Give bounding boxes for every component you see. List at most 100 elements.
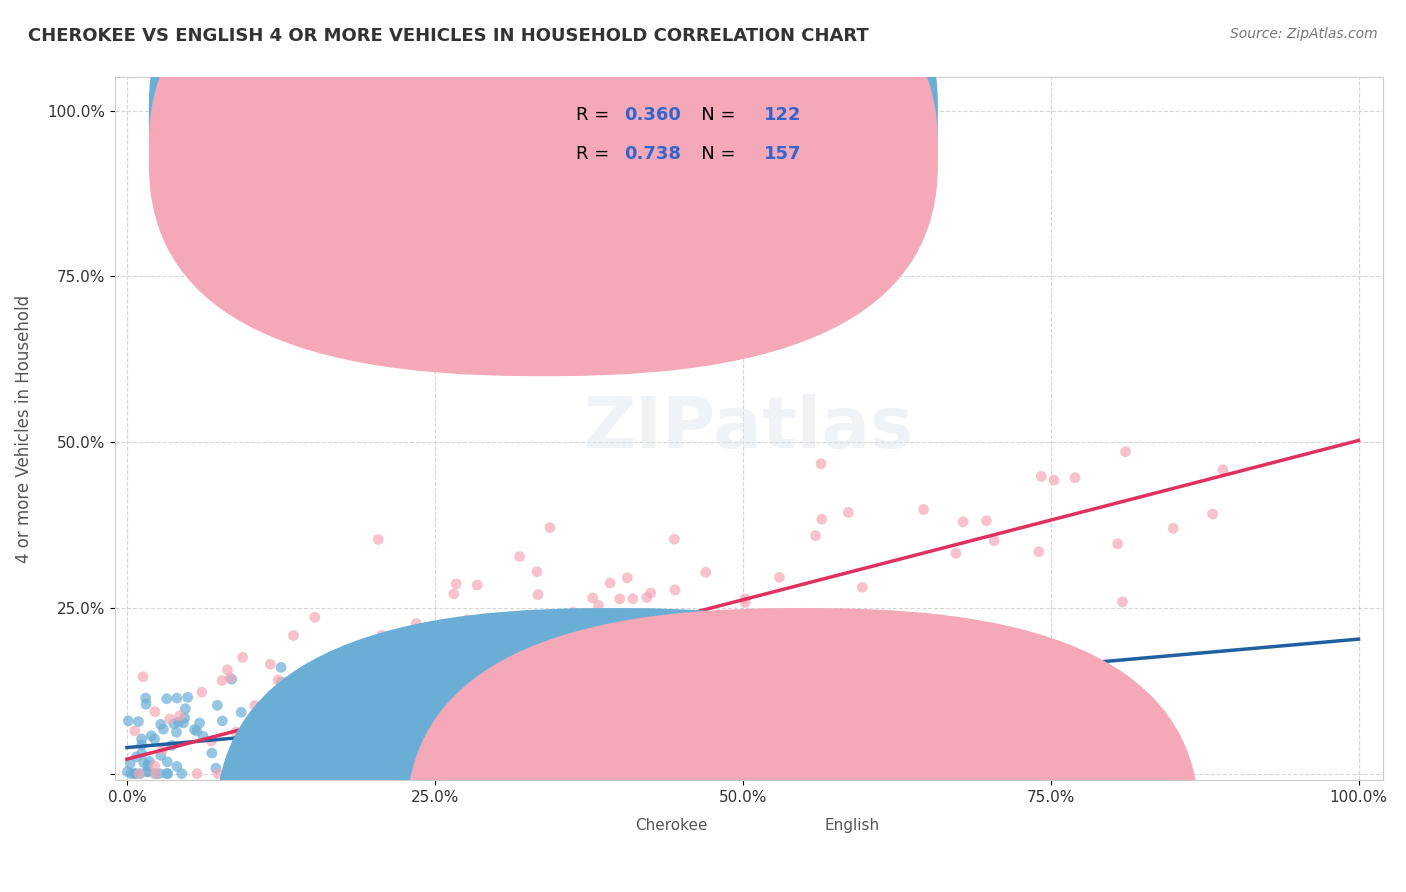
FancyBboxPatch shape: [502, 81, 869, 186]
Point: [494, 708, 516, 723]
Point: [434, 757, 457, 772]
Point: [443, 720, 465, 734]
Point: [675, 631, 697, 645]
Point: [695, 566, 717, 580]
Point: [509, 549, 531, 564]
Point: [664, 582, 686, 597]
Point: [738, 696, 761, 710]
Point: [564, 643, 586, 657]
Point: [367, 740, 389, 755]
Point: [356, 659, 378, 673]
Point: [589, 629, 612, 643]
Point: [191, 685, 214, 699]
Point: [751, 622, 773, 636]
Point: [1028, 545, 1050, 559]
Point: [561, 717, 583, 731]
Point: [475, 678, 498, 692]
Point: [465, 578, 488, 592]
Point: [235, 766, 257, 780]
Point: [301, 756, 323, 771]
Point: [456, 613, 478, 627]
Point: [273, 766, 295, 780]
Point: [464, 682, 486, 697]
Point: [399, 694, 422, 708]
Point: [429, 751, 451, 765]
Point: [553, 681, 575, 696]
Point: [457, 639, 479, 653]
Point: [172, 715, 194, 730]
Point: [125, 749, 148, 764]
Point: [271, 748, 294, 763]
Point: [520, 615, 543, 630]
Point: [228, 753, 250, 767]
Point: [186, 724, 208, 739]
Point: [120, 756, 142, 771]
Point: [124, 766, 146, 780]
Point: [370, 709, 392, 723]
Point: [406, 700, 429, 714]
Point: [505, 671, 527, 685]
Text: 157: 157: [763, 145, 801, 162]
Point: [166, 759, 188, 773]
Text: ZIPatlas: ZIPatlas: [583, 394, 914, 463]
Point: [440, 682, 463, 697]
Point: [621, 591, 644, 606]
Point: [308, 733, 330, 747]
Point: [243, 698, 266, 713]
Point: [308, 766, 330, 780]
Point: [1111, 595, 1133, 609]
Point: [582, 657, 605, 671]
Point: [193, 729, 215, 743]
Point: [337, 739, 360, 753]
Text: 122: 122: [763, 106, 801, 124]
Point: [315, 721, 337, 735]
Point: [527, 588, 550, 602]
Point: [159, 712, 181, 726]
Point: [463, 673, 485, 688]
Point: [326, 753, 349, 767]
Point: [343, 701, 366, 715]
Point: [531, 717, 554, 731]
Point: [207, 698, 229, 713]
Point: [143, 732, 166, 747]
Point: [398, 696, 420, 710]
Point: [342, 731, 364, 746]
Point: [561, 660, 583, 674]
Point: [314, 766, 336, 780]
Point: [323, 751, 346, 765]
Point: [339, 679, 361, 693]
Point: [357, 679, 380, 693]
Point: [800, 695, 823, 709]
Point: [952, 515, 974, 529]
Point: [357, 681, 380, 696]
Point: [588, 599, 610, 613]
Point: [141, 729, 163, 743]
Point: [482, 711, 505, 725]
Point: [291, 706, 314, 720]
Point: [307, 678, 329, 692]
Point: [451, 694, 474, 708]
Point: [135, 764, 157, 779]
Point: [385, 693, 408, 707]
Point: [721, 637, 744, 651]
Point: [945, 546, 967, 560]
Point: [513, 741, 536, 756]
Text: N =: N =: [685, 106, 741, 124]
Point: [311, 739, 333, 753]
Point: [396, 668, 419, 682]
Point: [1161, 521, 1184, 535]
Point: [263, 766, 285, 780]
Point: [221, 672, 243, 686]
FancyBboxPatch shape: [217, 608, 1010, 892]
Point: [267, 673, 290, 687]
Point: [131, 738, 153, 752]
Point: [143, 766, 166, 780]
Point: [335, 667, 357, 681]
Point: [132, 756, 155, 770]
Point: [371, 751, 394, 765]
Point: [536, 640, 558, 655]
Point: [127, 714, 149, 729]
Point: [136, 758, 159, 772]
Point: [467, 709, 489, 723]
Point: [156, 691, 179, 706]
